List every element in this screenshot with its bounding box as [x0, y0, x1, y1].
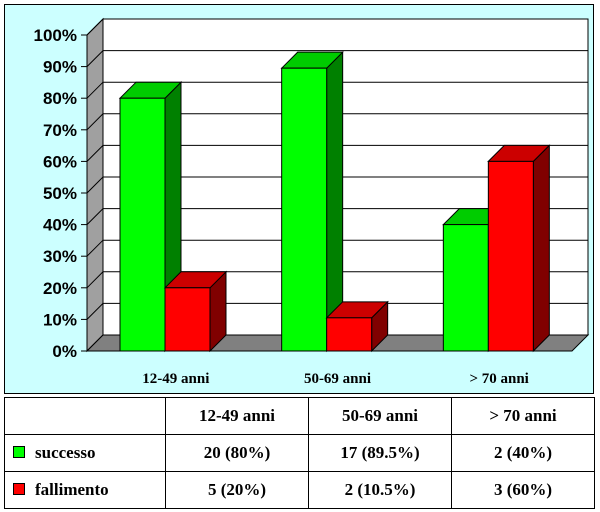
gridline: [86, 176, 588, 194]
table-corner-cell: [4, 397, 166, 435]
table-cell: 20 (80%): [165, 434, 309, 472]
table-header-cell: > 70 anni: [451, 397, 595, 435]
y-tick-label: 90%: [43, 58, 77, 77]
bar-fallimento: [326, 317, 373, 352]
table-header-row: 12-49 anni 50-69 anni > 70 anni: [4, 397, 595, 435]
bar-successo: [281, 67, 328, 352]
y-tick-label: 30%: [43, 247, 77, 266]
y-tick-label: 40%: [43, 216, 77, 235]
y-tick-label: 20%: [43, 279, 77, 298]
gridline: [86, 113, 588, 131]
gridline: [86, 271, 588, 289]
gridline: [86, 81, 588, 99]
x-tick-label: 12-49 anni: [142, 371, 209, 387]
gridline: [86, 208, 588, 225]
legend-label: fallimento: [35, 480, 109, 499]
y-tick-label: 80%: [43, 89, 77, 108]
bar-side-fallimento: [532, 144, 550, 353]
y-tick-label: 60%: [43, 152, 77, 171]
x-tick-label: > 70 anni: [469, 371, 528, 387]
table-header-cell: 12-49 anni: [165, 397, 309, 435]
table-row-successo: successo 20 (80%) 17 (89.5%) 2 (40%): [4, 434, 595, 472]
y-tick-label: 0%: [52, 342, 77, 361]
y-tick-label: 50%: [43, 184, 77, 203]
legend-entry-successo: successo: [4, 434, 166, 472]
data-table: 12-49 anni 50-69 anni > 70 anni successo…: [4, 397, 595, 509]
gridline: [86, 50, 588, 67]
table-cell: 2 (40%): [451, 434, 595, 472]
table-row-fallimento: fallimento 5 (20%) 2 (10.5%) 3 (60%): [4, 471, 595, 509]
legend-label: successo: [35, 443, 96, 462]
table-cell: 3 (60%): [451, 471, 595, 509]
legend-entry-fallimento: fallimento: [4, 471, 166, 509]
bar-successo: [442, 224, 489, 352]
x-tick-label: 50-69 anni: [304, 371, 371, 387]
y-tick-label: 70%: [43, 121, 77, 140]
bar-fallimento: [164, 287, 211, 352]
table-cell: 17 (89.5%): [308, 434, 452, 472]
legend-swatch-fallimento: [13, 483, 25, 496]
bar-fallimento: [487, 160, 534, 352]
gridline: [86, 302, 588, 320]
gridline: [86, 144, 588, 162]
table-header-cell: 50-69 anni: [308, 397, 452, 435]
bar-successo: [119, 97, 166, 352]
y-tick-label: 100%: [34, 26, 77, 45]
gridline: [86, 239, 588, 257]
table-cell: 5 (20%): [165, 471, 309, 509]
table-cell: 2 (10.5%): [308, 471, 452, 509]
chart-panel: 0% 10% 20% 30% 40% 50% 60% 70% 80% 90% 100% 12-49 a…: [4, 4, 594, 394]
y-tick-label: 10%: [43, 310, 77, 329]
legend-swatch-successo: [13, 446, 25, 459]
gridline: [86, 18, 588, 36]
bar-chart: 0% 10% 20% 30% 40% 50% 60% 70% 80% 90% 100% 12-49 a…: [34, 17, 590, 387]
